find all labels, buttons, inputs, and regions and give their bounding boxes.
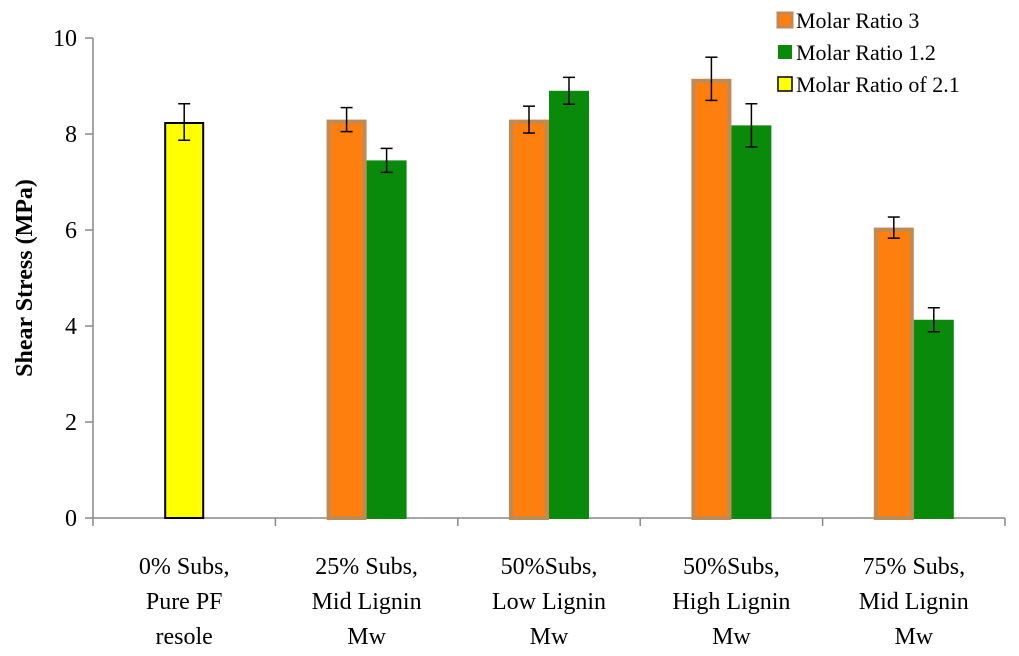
category-labels: 0% Subs, Pure PF resole 25% Subs, Mid Lignin… xyxy=(139,554,969,650)
bar-molar-ratio-3 xyxy=(873,227,914,520)
category-label-line: 50%Subs, xyxy=(501,554,598,580)
legend-label: Molar Ratio of 2.1 xyxy=(796,72,960,97)
legend-swatch xyxy=(777,76,793,92)
bar-molar-ratio-of-2-1 xyxy=(164,122,205,519)
category-label-line: resole xyxy=(156,624,213,650)
bar-molar-ratio-1-2 xyxy=(731,125,772,520)
legend-label: Molar Ratio 3 xyxy=(796,8,919,33)
legend-swatch xyxy=(778,45,792,59)
y-axis-title: Shear Stress (MPa) xyxy=(12,179,38,377)
category-label-line: Low Lignin xyxy=(492,589,606,615)
y-axis: 0 2 4 6 8 10 xyxy=(53,26,94,532)
category-label-line: Mw xyxy=(712,624,751,650)
category-label-line: 75% Subs, xyxy=(862,554,965,580)
y-tick-label: 8 xyxy=(65,122,77,148)
legend: Molar Ratio 3 Molar Ratio 1.2 Molar Ratio … xyxy=(776,8,960,97)
category-label-line: Mid Lignin xyxy=(312,589,422,615)
category-label-line: High Lignin xyxy=(672,589,790,615)
legend-label: Molar Ratio 1.2 xyxy=(796,40,936,65)
bar-molar-ratio-3 xyxy=(691,78,732,521)
category-label-line: Mw xyxy=(530,624,569,650)
bars xyxy=(164,78,954,521)
legend-swatch xyxy=(776,11,794,29)
y-tick-label: 6 xyxy=(65,218,77,244)
category-label-line: 25% Subs, xyxy=(315,554,418,580)
bar-molar-ratio-1-2 xyxy=(549,90,589,520)
category-label-line: Mw xyxy=(894,624,933,650)
bar-molar-ratio-3 xyxy=(326,119,367,520)
category-label-line: 0% Subs, xyxy=(139,554,230,580)
category-label-line: Mid Lignin xyxy=(859,589,969,615)
y-tick-label: 4 xyxy=(65,314,77,340)
bar-molar-ratio-1-2 xyxy=(913,319,954,520)
category-label-line: Pure PF xyxy=(146,589,223,615)
category-label-line: 50%Subs, xyxy=(683,554,780,580)
bar-molar-ratio-1-2 xyxy=(366,160,407,519)
bar-molar-ratio-3 xyxy=(509,119,549,520)
y-tick-label: 0 xyxy=(65,506,77,532)
category-label-line: Mw xyxy=(347,624,386,650)
y-tick-label: 10 xyxy=(53,26,77,52)
y-tick-label: 2 xyxy=(65,410,77,436)
error-bars xyxy=(178,56,940,333)
